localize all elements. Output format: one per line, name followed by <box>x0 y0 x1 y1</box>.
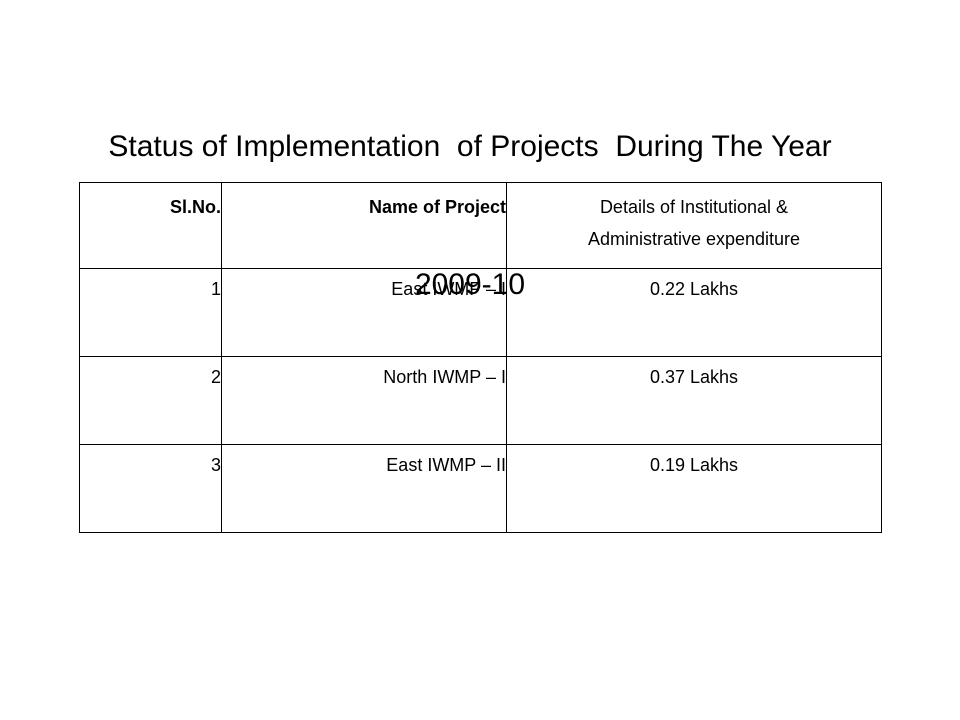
table-row: 1 East IWMP – I 0.22 Lakhs <box>79 268 882 357</box>
project-status-table: Sl.No. Name of Project Details of Instit… <box>79 182 882 533</box>
cell-sl-no: 3 <box>79 444 222 533</box>
cell-sl-no: 2 <box>79 356 222 445</box>
column-header-expenditure-details-line-1: Details of Institutional & <box>599 197 789 217</box>
table-header-row: Sl.No. Name of Project Details of Instit… <box>79 182 882 269</box>
table-body: 1 East IWMP – I 0.22 Lakhs 2 North IWMP … <box>79 268 882 533</box>
table-row: 3 East IWMP – II 0.19 Lakhs <box>79 444 882 533</box>
cell-expenditure: 0.22 Lakhs <box>506 268 882 357</box>
column-header-expenditure-details-line-2: Administrative expenditure <box>587 229 801 249</box>
page-title-line-1: Status of Implementation of Projects Dur… <box>108 130 832 163</box>
column-header-expenditure-details: Details of Institutional & Administrativ… <box>506 182 882 269</box>
column-header-sl-no: Sl.No. <box>79 182 222 269</box>
cell-project-name: East IWMP – II <box>221 444 507 533</box>
cell-sl-no: 1 <box>79 268 222 357</box>
cell-expenditure: 0.37 Lakhs <box>506 356 882 445</box>
cell-project-name: East IWMP – I <box>221 268 507 357</box>
cell-expenditure: 0.19 Lakhs <box>506 444 882 533</box>
table-row: 2 North IWMP – I 0.37 Lakhs <box>79 356 882 445</box>
column-header-project-name: Name of Project <box>221 182 507 269</box>
cell-project-name: North IWMP – I <box>221 356 507 445</box>
table-header: Sl.No. Name of Project Details of Instit… <box>79 182 882 269</box>
